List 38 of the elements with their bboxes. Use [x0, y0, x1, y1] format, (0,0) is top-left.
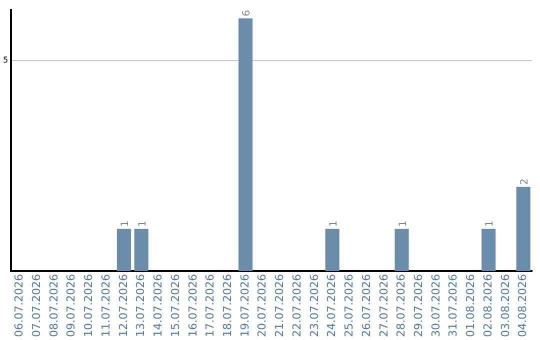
x-tick-label: 04.08.2026: [516, 274, 530, 338]
x-tick-label: 28.07.2026: [394, 274, 408, 338]
x-tick-label: 02.08.2026: [481, 274, 494, 338]
x-tick-label: 14.07.2026: [152, 274, 165, 338]
x-tick-label: 21.07.2026: [273, 274, 286, 338]
x-tick-label: 30.07.2026: [429, 274, 442, 338]
x-tick-label: 15.07.2026: [168, 274, 182, 338]
x-tick-label: 23.07.2026: [308, 274, 321, 338]
x-tick-label: 20.07.2026: [256, 274, 269, 338]
y-tick-label: 5: [2, 56, 8, 65]
x-tick-label: 16.07.2026: [186, 274, 200, 338]
data-label: 1: [328, 220, 340, 227]
x-tick-label: 12.07.2026: [116, 274, 130, 338]
data-label: 1: [398, 220, 409, 227]
x-tick-label: 11.07.2026: [99, 274, 112, 338]
x-tick-label: 29.07.2026: [412, 274, 425, 338]
x-tick-label: 01.08.2026: [464, 274, 478, 338]
x-tick-label: 06.07.2026: [12, 274, 26, 338]
x-tick-label: 10.07.2026: [82, 274, 96, 338]
data-label: 6: [242, 10, 252, 16]
x-tick-label: 27.07.2026: [377, 274, 390, 338]
x-tick-label: 18.07.2026: [220, 274, 234, 338]
x-tick-label: 09.07.2026: [64, 274, 78, 338]
x-tick-label: 25.07.2026: [342, 274, 356, 338]
x-tick-label: 31.07.2026: [446, 274, 460, 338]
x-tick-label: 08.07.2026: [47, 274, 60, 338]
x-tick-label: 26.07.2026: [360, 274, 373, 338]
data-label: 2: [519, 178, 530, 185]
x-tick-label: 17.07.2026: [204, 274, 217, 338]
data-label: 1: [120, 220, 131, 227]
x-tick-label: 24.07.2026: [325, 274, 338, 338]
x-tick-label: 07.07.2026: [30, 274, 43, 338]
x-tick-label: 13.07.2026: [134, 274, 148, 338]
data-label: 1: [484, 220, 496, 227]
x-tick-label: 19.07.2026: [238, 274, 252, 338]
x-tick-label: 03.08.2026: [498, 274, 512, 338]
data-label: 1: [137, 220, 148, 227]
x-tick-label: 22.07.2026: [290, 274, 304, 338]
